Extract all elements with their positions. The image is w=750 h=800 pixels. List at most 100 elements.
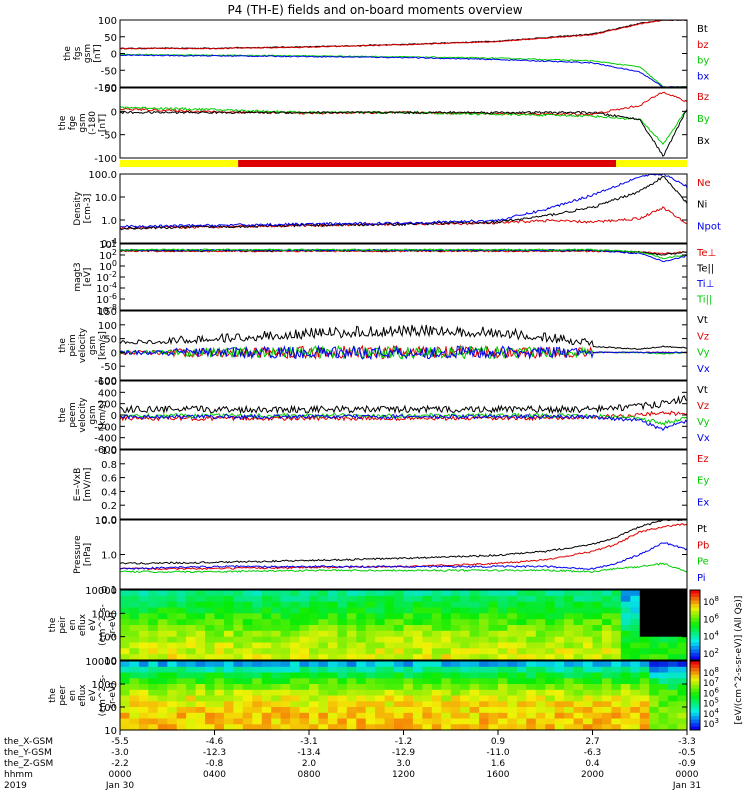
spectrogram-cell: [271, 701, 282, 708]
y-tick-label: 1.0: [101, 551, 117, 562]
spectrogram-cell: [365, 718, 376, 725]
spectrogram-cell: [479, 724, 490, 731]
spectrogram-cell: [214, 695, 225, 702]
spectrogram-cell: [138, 630, 149, 638]
spectrogram-cell: [176, 689, 187, 697]
spectrogram-cell: [507, 695, 518, 702]
spectrogram-cell: [356, 654, 367, 661]
colorbar-tick: 107: [703, 676, 719, 689]
spectrogram-cell: [195, 661, 206, 668]
spectrogram-cell: [469, 689, 480, 697]
spectrogram-cell: [649, 712, 660, 720]
spectrogram-cell: [327, 619, 338, 626]
spectrogram-cell: [507, 718, 518, 725]
spectrogram-cell: [365, 595, 376, 603]
spectrogram-cell: [394, 619, 404, 626]
spectrogram-cell: [677, 601, 688, 609]
spectrogram-cell: [526, 678, 537, 685]
spectrogram-cell: [223, 636, 234, 644]
spectrogram-cell: [346, 724, 357, 731]
spectrogram-cell: [214, 625, 225, 632]
spectrogram-cell: [441, 661, 452, 668]
series-peem-Vx: [119, 413, 688, 432]
spectrogram-cell: [252, 678, 263, 685]
spectrogram-cell: [498, 684, 508, 691]
spectrogram-cell: [535, 613, 546, 620]
spectrogram-cell: [176, 701, 187, 708]
spectrogram-cell: [195, 613, 206, 620]
spectrogram-cell: [620, 613, 631, 620]
spectrogram-cell: [658, 712, 669, 720]
spectrogram-cell: [375, 636, 386, 644]
spectrogram-cell: [375, 642, 386, 649]
y-label-line: eV: [88, 689, 98, 702]
y-tick-label: 50: [104, 84, 117, 95]
spectrogram-cell: [526, 590, 537, 597]
spectrogram-cell: [441, 613, 452, 620]
spectrogram-cell: [318, 684, 329, 691]
spectrogram-cell: [677, 607, 688, 614]
spectrogram-cell: [309, 619, 319, 626]
spectrogram-cell: [583, 601, 593, 609]
legend-peem-3: Vx: [697, 433, 710, 444]
spectrogram-cell: [356, 718, 367, 725]
spectrogram-cell: [223, 712, 234, 720]
spectrogram-cell: [365, 684, 376, 691]
spectrogram-cell: [422, 642, 433, 649]
spectrogram-cell: [365, 636, 376, 644]
spectrogram-cell: [630, 642, 641, 649]
spectrogram-cell: [630, 701, 641, 708]
y-tick-label: 100: [98, 16, 117, 27]
x-tick-label: Jan 31: [672, 781, 701, 791]
spectrogram-cell: [677, 619, 688, 626]
spectrogram-cell: [450, 601, 461, 609]
spectrogram-cell: [167, 661, 178, 668]
spectrogram-cell: [299, 636, 310, 644]
spectrogram-cell: [138, 595, 149, 603]
spectrogram-cell: [365, 642, 376, 649]
spectrogram-cell: [138, 695, 149, 702]
spectrogram-cell: [176, 666, 187, 674]
spectrogram-cell: [469, 724, 480, 731]
spectrogram-cell: [554, 695, 565, 702]
spectrogram-cell: [214, 684, 225, 691]
spectrogram-cell: [564, 595, 575, 603]
spectrogram-cell: [271, 689, 282, 697]
spectrogram-cell: [545, 595, 556, 603]
spectrogram-cell: [129, 630, 140, 638]
spectrogram-cell: [327, 718, 338, 725]
spectrogram-cell: [507, 707, 518, 714]
spectrogram-cell: [280, 678, 291, 685]
spectrogram-cell: [630, 666, 641, 674]
spectrogram-cell: [507, 666, 518, 674]
spectrogram-cell: [384, 601, 395, 609]
spectrogram-cell: [620, 654, 631, 661]
spectrogram-cell: [488, 607, 499, 614]
spectrogram-cell: [554, 678, 565, 685]
spectrogram-cell: [233, 601, 244, 609]
spectrogram-cell: [668, 701, 679, 708]
y-tick-label: 102: [99, 248, 117, 262]
spectrogram-cell: [252, 613, 263, 620]
y-label-line: fge: [68, 115, 78, 130]
spectrogram-cell: [346, 701, 357, 708]
spectrogram-cell: [290, 724, 301, 731]
spectrogram-cell: [120, 654, 130, 661]
spectrogram-cell: [280, 625, 291, 632]
y-tick-label: 600: [98, 377, 117, 388]
spectrogram-cell: [148, 712, 159, 720]
spectrogram-cell: [309, 666, 319, 674]
series-peem-Vt: [119, 394, 688, 415]
spectrogram-cell: [299, 724, 310, 731]
spectrogram-cell: [205, 636, 216, 644]
spectrogram-cell: [431, 595, 442, 603]
spectrogram-cell: [157, 695, 168, 702]
panel-fgs: the fgs gsm [nT]: [63, 19, 688, 88]
spectrogram-cell: [384, 590, 395, 597]
spectrogram-cell: [677, 595, 688, 603]
spectrogram-cell: [261, 689, 272, 697]
series-peim-Vt: [119, 324, 687, 351]
spectrogram-cell: [516, 701, 527, 708]
spectrogram-cell: [120, 707, 130, 714]
legend-peim-1: Vz: [697, 331, 709, 342]
